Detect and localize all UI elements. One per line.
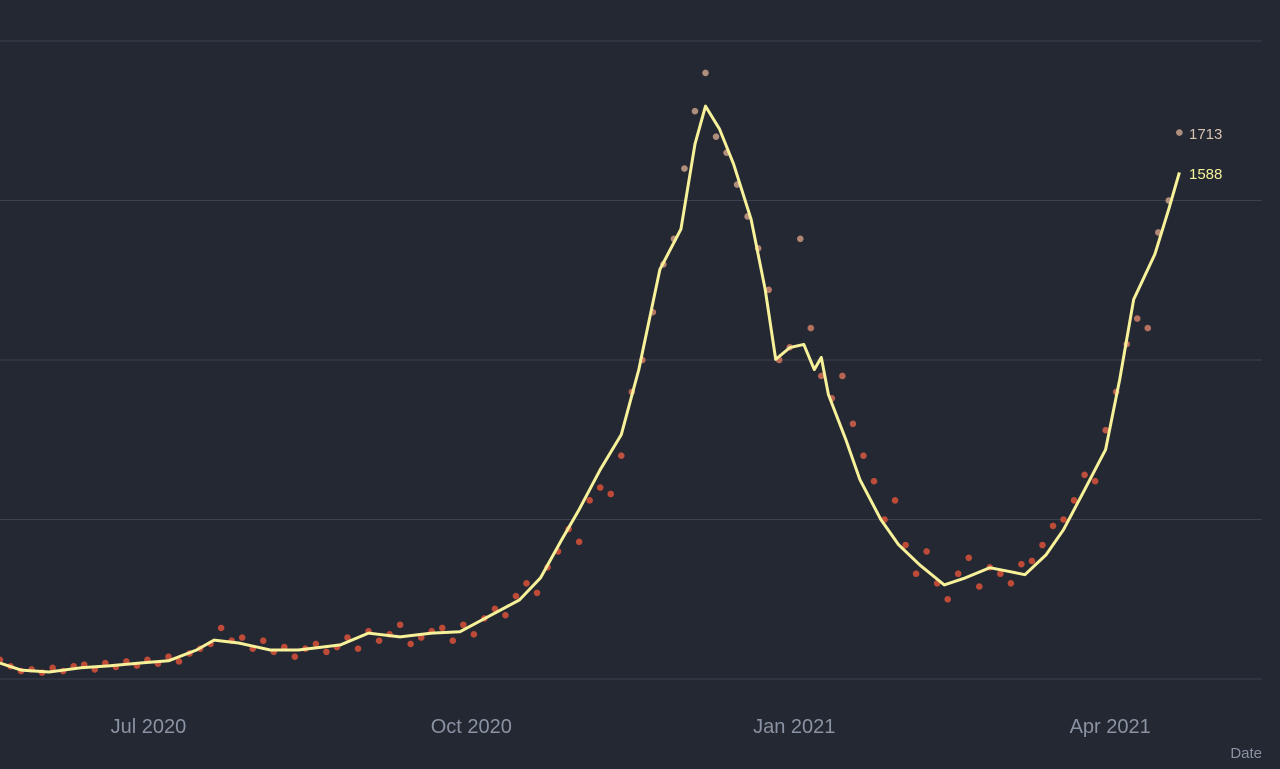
scatter-point (0, 656, 4, 664)
scatter-point (1060, 516, 1067, 523)
scatter-point (175, 658, 183, 665)
scatter-point (396, 621, 404, 629)
scatter-point (860, 452, 867, 460)
scatter-point (1102, 426, 1109, 434)
scatter-point (975, 583, 983, 590)
scatter-point (596, 484, 604, 491)
scatter-point (849, 420, 857, 428)
scatter-point (575, 538, 583, 546)
scatter-point (533, 589, 541, 597)
scatter-point (965, 554, 973, 562)
scatter-point (460, 621, 467, 629)
scatter-point (1070, 497, 1078, 504)
line-end-label: 1588 (1189, 166, 1222, 183)
scatter-point (1018, 560, 1025, 568)
gridlines (0, 40, 1262, 680)
scatter-point (438, 624, 446, 632)
scatter-point (617, 452, 625, 460)
scatter-point (712, 133, 720, 140)
scatter-point (165, 653, 172, 660)
scatter-point (470, 631, 478, 638)
x-tick-label: Jul 2020 (111, 716, 187, 738)
scatter-point (523, 580, 530, 587)
scatter-point (796, 235, 804, 243)
scatter-point (1144, 324, 1152, 332)
scatter-point (354, 645, 362, 652)
scatter-point (607, 490, 615, 498)
scatter-point (375, 637, 383, 645)
scatter-point (702, 69, 709, 77)
scatter-point (1091, 477, 1099, 485)
scatter-point (1081, 471, 1088, 479)
scatter-point (1039, 541, 1046, 549)
scatter-point (923, 548, 930, 555)
scatter-point (1007, 580, 1015, 587)
scatter-point (891, 497, 899, 504)
scatter-point (954, 570, 962, 578)
scatter-point (502, 611, 509, 619)
scatter-point (1176, 129, 1183, 136)
x-axis-ticks: Jul 2020 Oct 2020 Jan 2021 Apr 2021 (111, 716, 1151, 738)
scatter-point (691, 107, 699, 115)
scatter-point (765, 286, 772, 294)
scatter-point (912, 570, 920, 578)
scatter-point (1028, 557, 1036, 565)
scatter-point (807, 324, 815, 332)
scatter-point (1133, 315, 1141, 322)
scatter-end-label: 1713 (1189, 126, 1222, 143)
scatter-point (997, 570, 1004, 578)
x-tick-label: Oct 2020 (431, 716, 512, 738)
average-line (0, 104, 1181, 674)
scatter-point (449, 637, 457, 645)
scatter-point (291, 653, 299, 660)
scatter-point (944, 595, 951, 603)
scatter-point (49, 664, 56, 672)
scatter-point (238, 634, 246, 641)
scatter-point (323, 648, 330, 656)
scatter-point (870, 477, 878, 485)
scatter-point (512, 592, 520, 600)
scatter-point (344, 634, 351, 641)
scatter-point (902, 541, 909, 549)
x-tick-label: Jan 2021 (753, 716, 835, 738)
scatter-point (1049, 522, 1057, 530)
scatter-point (839, 372, 846, 380)
scatter-point (586, 497, 593, 504)
x-tick-label: Apr 2021 (1070, 716, 1151, 738)
scatter-point (259, 637, 267, 645)
x-axis-label: Date (1230, 745, 1262, 762)
scatter-point (818, 372, 825, 380)
scatter-point (681, 165, 688, 172)
scatter-series (0, 69, 1183, 676)
scatter-point (312, 640, 320, 648)
scatter-point (407, 640, 414, 648)
scatter-point (217, 624, 225, 632)
